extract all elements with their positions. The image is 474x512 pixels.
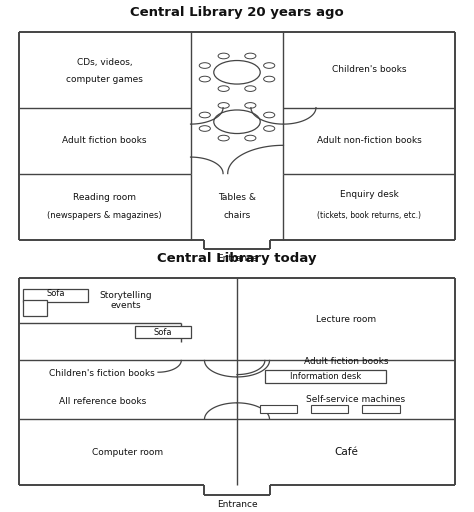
Text: Enquiry desk: Enquiry desk — [340, 190, 399, 199]
Text: Adult non-fiction books: Adult non-fiction books — [317, 136, 422, 145]
Text: All reference books: All reference books — [59, 397, 146, 406]
Text: Tables &: Tables & — [218, 193, 256, 202]
Text: Adult fiction books: Adult fiction books — [63, 136, 147, 145]
Text: (newspapers & magazines): (newspapers & magazines) — [47, 211, 162, 221]
Text: chairs: chairs — [223, 211, 251, 221]
Text: Lecture room: Lecture room — [316, 315, 376, 324]
Text: Reading room: Reading room — [73, 193, 136, 202]
Text: CDs, videos,: CDs, videos, — [77, 58, 132, 68]
Bar — [363, 405, 400, 414]
Text: Storytelling
events: Storytelling events — [99, 291, 152, 310]
Text: Self-service machines: Self-service machines — [306, 395, 405, 404]
Text: Children's books: Children's books — [332, 66, 407, 74]
Bar — [311, 405, 348, 414]
Text: (tickets, book returns, etc.): (tickets, book returns, etc.) — [318, 211, 421, 221]
Text: Café: Café — [334, 447, 358, 457]
Bar — [265, 370, 386, 383]
Bar — [23, 289, 88, 302]
Text: Children's fiction books: Children's fiction books — [49, 369, 155, 378]
Bar — [260, 405, 297, 414]
Text: Entrance: Entrance — [217, 500, 257, 508]
Bar — [23, 301, 46, 316]
Bar — [135, 326, 191, 338]
Text: Adult fiction books: Adult fiction books — [304, 357, 388, 366]
Text: Sofa: Sofa — [154, 328, 172, 337]
Text: Information desk: Information desk — [290, 372, 361, 381]
Text: Sofa: Sofa — [46, 289, 65, 298]
Text: Entrance: Entrance — [217, 254, 257, 263]
Title: Central Library today: Central Library today — [157, 252, 317, 265]
Title: Central Library 20 years ago: Central Library 20 years ago — [130, 6, 344, 19]
Text: Computer room: Computer room — [92, 448, 164, 457]
Text: computer games: computer games — [66, 75, 143, 84]
